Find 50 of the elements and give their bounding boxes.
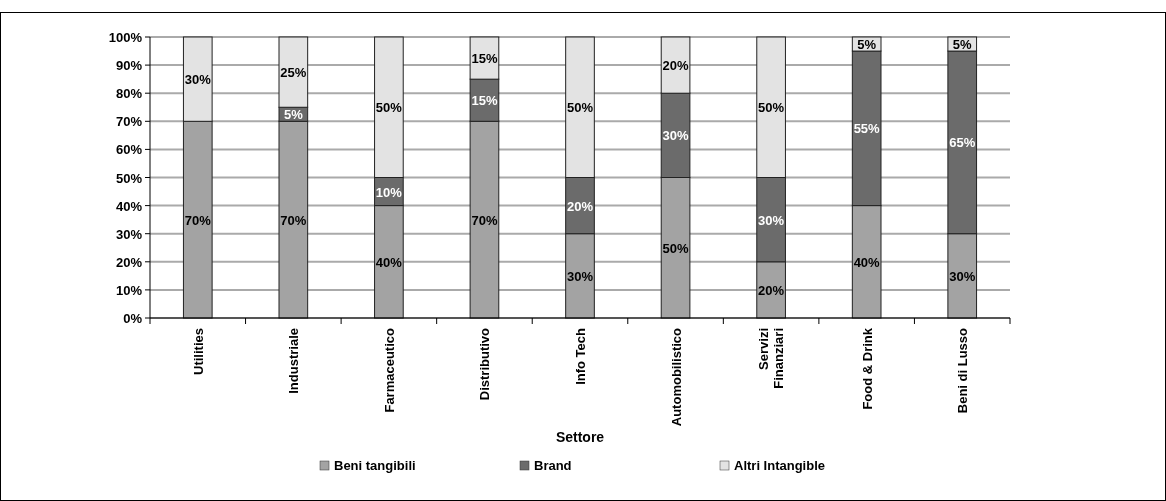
data-label: 5% (283, 107, 304, 123)
y-tick-label: 60% (115, 142, 143, 158)
data-label: 40% (375, 254, 403, 270)
data-label: 50% (566, 100, 594, 116)
y-tick-label: 20% (115, 254, 143, 270)
y-tick-label: 40% (115, 198, 143, 214)
y-tick-label: 80% (115, 86, 143, 102)
data-label: 10% (375, 184, 403, 200)
data-label: 30% (758, 212, 785, 228)
x-tick-label: Farmaceutico (381, 327, 397, 413)
x-tick-label: Info Tech (573, 327, 588, 385)
data-label: 65% (949, 135, 976, 151)
y-tick-label: 10% (115, 282, 143, 298)
data-label: 70% (471, 212, 498, 228)
data-label: 20% (758, 282, 785, 298)
legend-label: Beni tangibili (334, 458, 416, 473)
data-label: 55% (853, 121, 881, 137)
x-tick-label: Food & Drink (859, 327, 875, 410)
data-label: 30% (662, 128, 689, 144)
data-label: 5% (952, 37, 973, 53)
data-label: 15% (471, 93, 498, 109)
data-label: 40% (853, 254, 881, 270)
y-tick-label: 100% (108, 30, 143, 45)
data-label: 70% (280, 212, 307, 228)
x-tick-label: Distributivo (477, 327, 493, 401)
y-tick-label: 70% (115, 114, 143, 130)
x-tick-label: Servizi Finanziari (756, 328, 787, 389)
legend-label: Altri Intangible (734, 458, 825, 473)
data-label: 15% (471, 51, 498, 67)
data-label: 50% (375, 100, 403, 116)
legend-label: Brand (534, 458, 572, 473)
x-axis-title: Settore (555, 429, 605, 445)
data-label: 70% (184, 212, 212, 228)
x-tick-label: Industriale (286, 328, 302, 394)
x-tick-label: Beni di Lusso (955, 327, 971, 414)
x-tick-label: Utilities (190, 328, 206, 375)
data-label: 30% (949, 268, 976, 284)
data-label: 20% (662, 58, 689, 74)
data-label: 50% (758, 100, 785, 116)
y-tick-label: 0% (123, 311, 143, 326)
y-tick-label: 90% (115, 58, 143, 74)
data-label: 20% (566, 198, 594, 214)
y-tick-label: 30% (115, 226, 143, 242)
data-label: 50% (662, 240, 689, 256)
data-label: 25% (280, 65, 307, 81)
data-label: 30% (566, 268, 594, 284)
data-label: 5% (857, 37, 877, 53)
data-label: 30% (184, 72, 212, 88)
y-tick-label: 50% (115, 170, 143, 186)
x-tick-label: Automobilistico (668, 327, 684, 427)
